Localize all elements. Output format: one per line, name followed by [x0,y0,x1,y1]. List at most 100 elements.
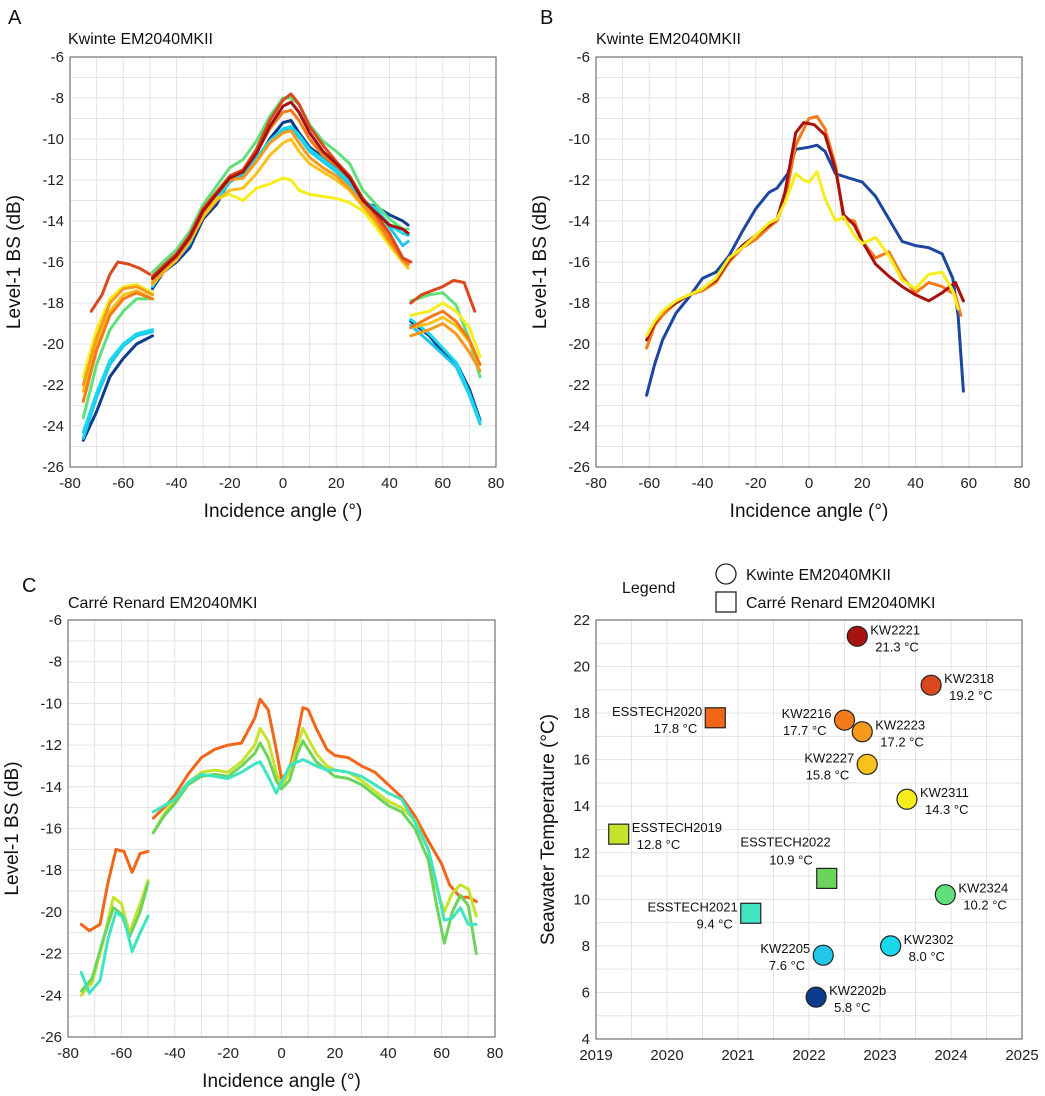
c-plot-frame [67,619,496,1038]
a-series-kw2227 [81,289,154,393]
a-series-kw2223 [81,285,154,387]
b-y-tick-label: -24 [568,418,590,435]
c-y-tick-label: -10 [40,695,62,712]
point-kw2216-label: KW2216 [782,706,832,721]
b-series-orange [645,115,963,350]
c-x-axis-label: Incidence angle (°) [202,1071,361,1092]
point-kw2227-label: KW2227 [804,750,854,765]
point-kw2223-label: KW2223 [875,718,925,733]
point-kw2318 [920,674,942,696]
point-kw2311-value: 14.3 °C [925,802,969,817]
d-y-tick-label: 6 [582,984,590,1001]
b-x-tick-label: 20 [854,475,871,492]
panel-a-title: Kwinte EM2040MKII [68,31,213,48]
c-x-tick-label: -40 [164,1045,186,1062]
a-series-kw2216 [409,309,482,366]
legend-square-marker [715,591,737,613]
d-x-tick-label: 2021 [721,1047,754,1064]
b-y-tick-label: -16 [568,254,590,271]
b-plot-frame [595,56,1023,468]
c-series-esstech2020 [151,697,478,903]
c-x-tick-label: 20 [327,1045,344,1062]
panel-c-letter: C [22,575,36,597]
a-series-kw2324 [81,297,154,420]
d-y-tick-label: 12 [573,845,590,862]
a-series-kw2221 [151,100,410,280]
point-kw2227-value: 15.8 °C [806,767,850,782]
a-y-tick-label: -8 [51,90,64,107]
d-y-tick-label: 20 [573,659,590,676]
a-plot-frame [69,56,497,468]
c-x-tick-label: -60 [111,1045,133,1062]
b-x-tick-label: 60 [960,475,977,492]
a-y-tick-label: -20 [42,336,64,353]
c-y-tick-label: -12 [40,737,62,754]
b-x-tick-label: 0 [805,475,813,492]
d-y-tick-label: 14 [573,798,590,815]
c-y-tick-label: -26 [40,1029,62,1046]
b-x-axis-label: Incidence angle (°) [730,501,889,522]
point-kw2221-value: 21.3 °C [875,639,919,654]
point-kw2302-label: KW2302 [904,932,954,947]
b-x-tick-label: 40 [907,475,924,492]
c-x-tick-label: 0 [277,1045,285,1062]
d-y-tick-label: 8 [582,938,590,955]
point-kw2202b-label: KW2202b [829,983,886,998]
point-kw2221-label: KW2221 [870,622,920,637]
d-x-tick-label: 2020 [650,1047,683,1064]
a-x-tick-label: -60 [112,475,134,492]
a-series-kw2202b [81,334,154,442]
point-esstech2020-label: ESSTECH2020 [612,704,702,719]
a-y-tick-label: -10 [42,131,64,148]
a-x-tick-label: -40 [166,475,188,492]
d-plot-frame [595,619,1023,1040]
a-y-tick-label: -18 [42,295,64,312]
b-y-tick-label: -22 [568,377,590,394]
point-kw2223 [851,721,873,743]
panel-c-title: Carré Renard EM2040MKI [68,595,257,612]
c-y-axis-label: Level-1 BS (dB) [2,761,23,895]
point-esstech2021-value: 9.4 °C [696,916,732,931]
b-y-tick-label: -6 [577,49,590,66]
point-kw2202b [805,986,827,1008]
a-x-tick-label: 80 [488,475,505,492]
point-kw2302 [880,935,902,957]
c-y-tick-label: -6 [49,612,62,629]
a-y-tick-label: -6 [51,49,64,66]
c-x-tick-label: -20 [217,1045,239,1062]
panel-b: B Kwinte EM2040MKII -80 -60 -40 -20 0 20 40 60 8… [530,7,1030,522]
c-y-tick-label: -16 [40,821,62,838]
panel-b-letter: B [540,7,553,29]
d-x-tick-label: 2022 [792,1047,825,1064]
c-series-esstech2021 [151,758,478,926]
panel-a-letter: A [8,7,22,29]
a-y-tick-label: -16 [42,254,64,271]
c-x-tick-label: 80 [487,1045,504,1062]
a-x-tick-label: -80 [59,475,81,492]
b-y-tick-label: -18 [568,295,590,312]
c-series-esstech2021 [79,910,150,995]
b-y-tick-label: -10 [568,131,590,148]
c-y-tick-label: -8 [49,654,62,671]
a-y-tick-label: -14 [42,213,64,230]
b-y-tick-label: -12 [568,172,590,189]
point-kw2318-value: 19.2 °C [949,688,993,703]
point-kw2205-value: 7.6 °C [769,958,805,973]
point-kw2311-label: KW2311 [920,785,969,800]
point-esstech2022-value: 10.9 °C [769,852,813,867]
point-esstech2019-label: ESSTECH2019 [632,820,722,835]
c-y-tick-label: -18 [40,862,62,879]
a-series-kw2302 [81,328,154,434]
d-x-tick-label: 2024 [934,1047,967,1064]
point-kw2202b-value: 5.8 °C [834,1000,870,1015]
d-y-axis-label: Seawater Temperature (°C) [538,714,559,945]
d-x-tick-label: 2025 [1005,1047,1038,1064]
point-kw2216 [833,709,856,731]
b-y-tick-label: -8 [577,90,590,107]
a-x-tick-label: 0 [279,475,287,492]
point-esstech2019 [608,823,630,845]
c-y-tick-label: -22 [40,946,62,963]
legend-title: Legend [622,580,675,597]
a-series-kw2318 [89,260,152,313]
point-kw2324-value: 10.2 °C [963,898,1007,913]
